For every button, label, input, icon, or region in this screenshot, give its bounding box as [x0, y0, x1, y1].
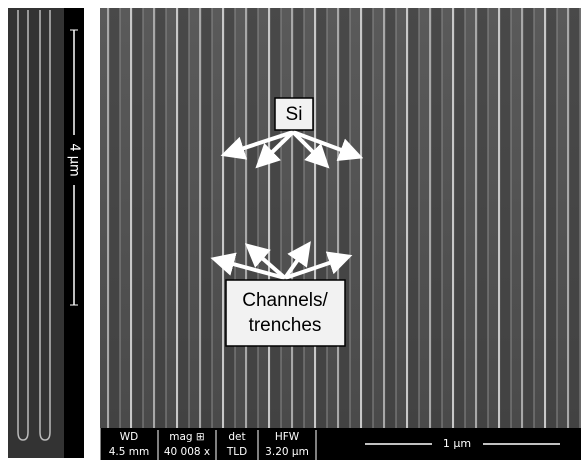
info-header: det — [228, 431, 245, 443]
left-image — [8, 8, 64, 458]
info-value: 3.20 µm — [265, 446, 309, 458]
info-value: TLD — [226, 446, 247, 458]
stripe-shadow — [363, 8, 373, 428]
figure: 4 µm Si Channels/ trenches WD 4.5 mm mag ⊞… — [0, 0, 581, 460]
stripe-shadow — [570, 8, 580, 428]
info-header: HFW — [275, 431, 300, 443]
stripe-shadow — [225, 8, 235, 428]
info-value: 4.5 mm — [109, 446, 150, 458]
info-header: WD — [120, 431, 138, 443]
stripe-shadow — [524, 8, 534, 428]
stripe-shadow — [294, 8, 304, 428]
stripe-shadow — [248, 8, 258, 428]
info-header: mag ⊞ — [169, 431, 204, 443]
stripe-shadow — [179, 8, 189, 428]
stripe-shadow — [478, 8, 488, 428]
channels-label: trenches — [249, 315, 322, 336]
si-label: Si — [286, 104, 303, 125]
stripe-shadow — [501, 8, 511, 428]
stripe-shadow — [409, 8, 419, 428]
scale-label: 1 µm — [443, 437, 471, 450]
stripe-shadow — [271, 8, 281, 428]
stripe-shadow — [455, 8, 465, 428]
stripe-shadow — [386, 8, 396, 428]
stripe-shadow — [432, 8, 442, 428]
info-value: 40 008 x — [164, 446, 210, 458]
stripe-shadow — [317, 8, 327, 428]
page: 4 µm Si Channels/ trenches WD 4.5 mm mag ⊞… — [0, 0, 581, 460]
stripe-shadow — [156, 8, 166, 428]
stripe-shadow — [547, 8, 557, 428]
stripe-shadow — [202, 8, 212, 428]
scale-label: 4 µm — [67, 143, 82, 176]
stripe-shadow — [340, 8, 350, 428]
stripe-shadow — [133, 8, 143, 428]
stripe-shadow — [110, 8, 120, 428]
channels-label: Channels/ — [242, 290, 328, 311]
